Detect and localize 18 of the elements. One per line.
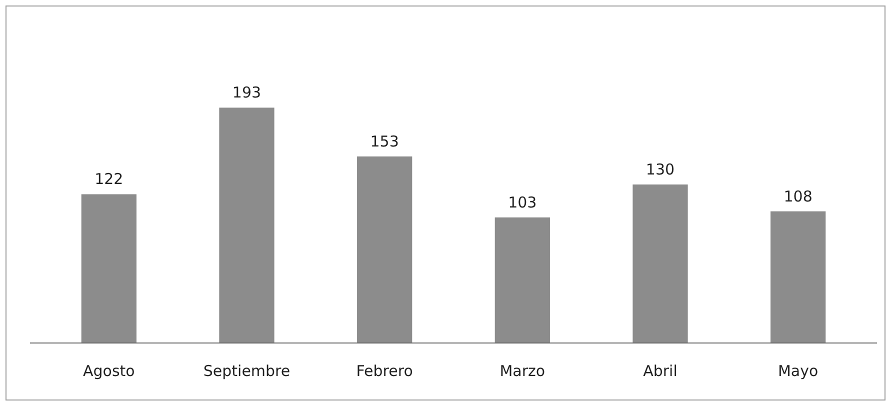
bar (219, 108, 274, 343)
x-tick-label: Marzo (500, 362, 546, 380)
data-label: 108 (784, 187, 812, 206)
data-label: 103 (508, 193, 537, 212)
bar (494, 217, 550, 343)
bar (632, 184, 688, 343)
data-label: 193 (232, 84, 262, 102)
data-label: 130 (646, 160, 675, 178)
data-label: 122 (94, 170, 124, 188)
x-tick-label: Abril (643, 362, 678, 380)
x-tick-label: Septiembre (203, 362, 290, 380)
x-tick-label: Febrero (356, 362, 413, 380)
bar (357, 156, 412, 343)
bar (770, 211, 826, 343)
bar (81, 194, 136, 343)
x-tick-label: Agosto (82, 362, 135, 380)
x-tick-label: Mayo (778, 362, 818, 380)
data-label: 153 (370, 132, 399, 150)
